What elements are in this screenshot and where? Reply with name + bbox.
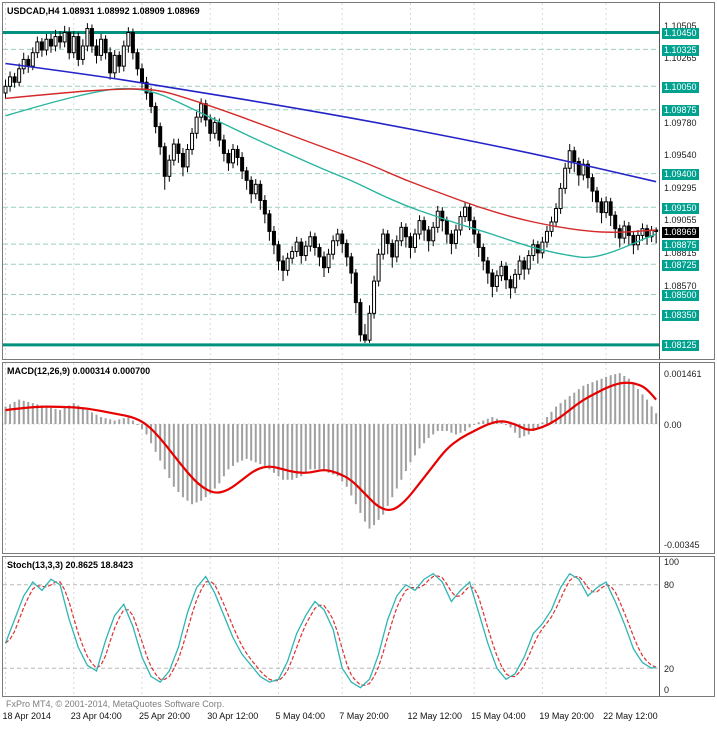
stoch-title: Stoch(13,3,3) 20.8625 18.8423 xyxy=(7,560,134,570)
level-label[interactable]: 1.08350 xyxy=(662,310,699,321)
level-label[interactable]: 1.09150 xyxy=(662,203,699,214)
stoch-main-line xyxy=(4,572,657,689)
level-label[interactable]: 1.10450 xyxy=(662,28,699,39)
level-label[interactable]: 1.08500 xyxy=(662,290,699,301)
chart-footer: FxPro MT4, © 2001-2014, MetaQuotes Softw… xyxy=(2,697,715,727)
current-price-label: 1.08969 xyxy=(662,227,699,238)
level-label[interactable]: 1.08125 xyxy=(662,340,699,351)
macd-signal-line xyxy=(5,381,657,511)
macd-axis-separator xyxy=(659,363,660,553)
price-axis-label: 1.08815 xyxy=(664,248,697,258)
stochastic-chart-canvas[interactable] xyxy=(3,557,659,696)
time-axis-label: 18 Apr 2014 xyxy=(2,711,52,721)
time-axis-label: 15 May 04:00 xyxy=(471,711,526,721)
time-axis-label: 19 May 20:00 xyxy=(539,711,594,721)
level-label[interactable]: 1.08875 xyxy=(662,240,699,251)
ma-blue-line xyxy=(5,62,657,183)
time-axis-label: 22 May 12:00 xyxy=(603,711,658,721)
macd-axis-label: 0.00 xyxy=(664,420,682,430)
stoch-axis-label: 0 xyxy=(664,685,670,695)
stoch-axis-label: 80 xyxy=(664,580,675,590)
ma-green-line xyxy=(5,87,657,259)
stoch-axis-label: 100 xyxy=(664,557,680,567)
time-axis-label: 30 Apr 12:00 xyxy=(207,711,259,721)
time-axis-label: 25 Apr 20:00 xyxy=(139,711,191,721)
macd-axis-label: 0.001461 xyxy=(664,369,702,379)
price-axis-label: 1.09540 xyxy=(664,150,697,160)
price-axis-separator xyxy=(659,3,660,359)
price-axis-label: 1.08570 xyxy=(664,281,697,291)
copyright: FxPro MT4, © 2001-2014, MetaQuotes Softw… xyxy=(6,699,225,709)
price-axis-label: 1.10505 xyxy=(664,21,697,31)
level-label[interactable]: 1.09875 xyxy=(662,105,699,116)
price-panel[interactable]: USDCAD,H4 1.08931 1.08992 1.08909 1.0896… xyxy=(2,2,715,360)
stoch-signal-line xyxy=(5,575,657,686)
stoch-axis-label: 20 xyxy=(664,664,675,674)
macd-title: MACD(12,26,9) 0.000314 0.000700 xyxy=(7,366,151,376)
stoch-axis-separator xyxy=(659,557,660,696)
chart-title: USDCAD,H4 1.08931 1.08992 1.08909 1.0896… xyxy=(7,6,200,16)
level-label[interactable]: 1.10050 xyxy=(662,82,699,93)
price-axis-label: 1.10265 xyxy=(664,53,697,63)
stochastic-panel[interactable]: Stoch(13,3,3) 20.8625 18.8423 100 80 20 0 xyxy=(2,556,715,697)
level-label[interactable]: 1.08725 xyxy=(662,260,699,271)
time-axis-label: 23 Apr 04:00 xyxy=(70,711,122,721)
level-label[interactable]: 1.09400 xyxy=(662,169,699,180)
time-axis-label: 5 May 04:00 xyxy=(275,711,326,721)
time-axis-label: 12 May 12:00 xyxy=(407,711,462,721)
time-axis[interactable]: 18 Apr 2014 23 Apr 04:00 25 Apr 20:00 30 Ap… xyxy=(2,711,715,724)
time-axis-label: 7 May 20:00 xyxy=(339,711,389,721)
macd-chart-canvas[interactable] xyxy=(3,363,659,553)
price-axis-label: 1.09780 xyxy=(664,118,697,128)
macd-axis-label: -0.00345 xyxy=(664,540,700,550)
level-label[interactable]: 1.10325 xyxy=(662,45,699,56)
price-axis-label: 1.09055 xyxy=(664,215,697,225)
price-chart-canvas[interactable] xyxy=(3,3,659,359)
macd-panel[interactable]: MACD(12,26,9) 0.000314 0.000700 0.001461… xyxy=(2,362,715,554)
ma-red-line xyxy=(5,88,657,233)
price-axis-label: 1.09295 xyxy=(664,183,697,193)
